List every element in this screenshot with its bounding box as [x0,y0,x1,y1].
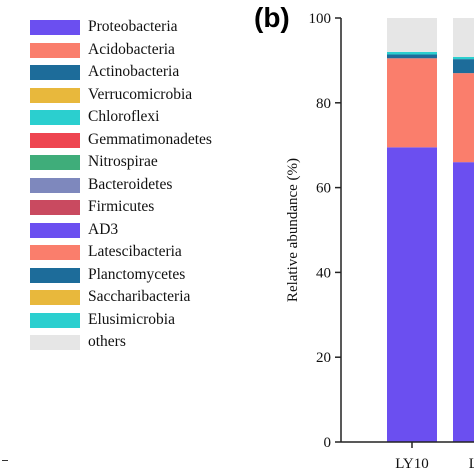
legend-item-planctomycetes: Planctomycetes [30,264,280,287]
legend-swatch [30,222,80,238]
legend-label: Acidobacteria [88,40,175,58]
legend-item-others: others [30,331,280,354]
legend-item-verrucomicrobia: Verrucomicrobia [30,84,280,107]
y-tick-label: 40 [316,265,331,281]
left-edge-tick [2,460,8,461]
legend: Proteobacteria Acidobacteria Actinobacteri… [30,16,280,354]
legend-label: Gemmatimonadetes [88,130,212,148]
bar-ly10-chloroflexi [387,51,437,55]
y-tick-label: 60 [316,181,331,197]
x-tick-label-ly10: LY10 [395,456,429,472]
y-ticks-layer: 0 20 40 60 80 100 [309,11,341,451]
legend-swatch [30,335,80,350]
legend-swatch [30,177,80,193]
legend-item-elusimicrobia: Elusimicrobia [30,309,280,332]
legend-item-proteobacteria: Proteobacteria [30,16,280,39]
panel-label: (b) [254,2,290,33]
legend-swatch [30,87,80,103]
bar-ly-others [453,18,474,58]
bar-ly10-proteobacteria [387,147,437,442]
legend-label: Saccharibacteria [88,288,191,305]
legend-item-firmicutes: Firmicutes [30,196,280,219]
legend-item-actinobacteria: Actinobacteria [30,61,280,84]
bar-ly-proteobacteria [453,162,474,442]
legend-item-saccharibacteria: Saccharibacteria [30,286,280,309]
legend-swatch [30,65,80,80]
bar-ly-actinobacteria [453,59,474,74]
y-tick-label: 100 [309,11,332,27]
x-ticks-layer: LY10 LY [395,442,474,472]
legend-swatch [30,42,80,58]
legend-swatch [30,155,80,170]
legend-label: Planctomycetes [88,265,186,283]
legend-swatch [30,110,80,125]
y-tick-label: 0 [324,435,332,451]
y-axis-title: Relative abundance (%) [285,158,301,302]
legend-item-gemmatimonadetes: Gemmatimonadetes [30,129,280,152]
legend-label: others [88,333,126,350]
legend-item-chloroflexi: Chloroflexi [30,106,280,129]
legend-label: AD3 [88,220,119,238]
bar-ly-chloroflexi [453,57,474,60]
legend-item-bacteroidetes: Bacteroidetes [30,174,280,197]
legend-label: Chloroflexi [88,108,160,125]
legend-swatch [30,245,80,260]
x-tick-label-ly: LY [469,456,474,472]
legend-label: Nitrospirae [88,153,158,170]
legend-swatch [30,200,80,215]
legend-swatch [30,312,80,328]
legend-item-nitrospirae: Nitrospirae [30,151,280,174]
legend-label: Actinobacteria [88,63,180,80]
legend-item-acidobacteria: Acidobacteria [30,39,280,62]
legend-item-ad3: AD3 [30,219,280,242]
legend-label: Firmicutes [88,198,155,215]
bar-ly10-actinobacteria [387,54,437,59]
legend-label: Elusimicrobia [88,310,175,328]
legend-swatch [30,20,80,35]
bar-ly10-acidobacteria [387,58,437,148]
bar-ly10-others [387,18,437,52]
legend-label: Latescibacteria [88,243,182,260]
legend-item-latescibacteria: Latescibacteria [30,241,280,264]
legend-label: Verrucomicrobia [88,85,193,103]
y-tick-label: 20 [316,350,331,366]
legend-label: Proteobacteria [88,18,178,35]
legend-swatch [30,132,80,148]
legend-swatch [30,290,80,305]
bar-ly-acidobacteria [453,73,474,163]
legend-label: Bacteroidetes [88,175,173,193]
bars-layer [387,18,474,442]
y-tick-label: 80 [316,96,331,112]
legend-swatch [30,267,80,283]
